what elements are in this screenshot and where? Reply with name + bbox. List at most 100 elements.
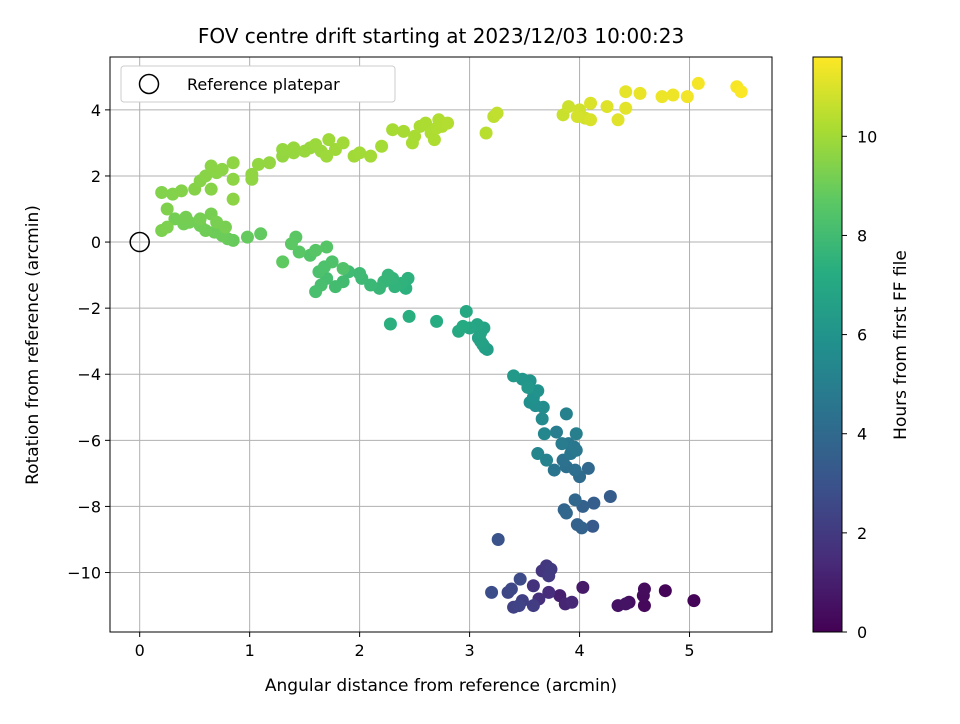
reference-marker-group: [129, 231, 150, 253]
legend-box: [120, 65, 396, 103]
data-point: [491, 532, 505, 546]
data-point: [485, 585, 499, 599]
data-point: [542, 585, 556, 599]
data-point: [245, 167, 259, 181]
data-point: [521, 380, 535, 394]
data-point: [309, 285, 323, 299]
data-point: [575, 521, 589, 535]
data-point: [559, 506, 573, 520]
data-point: [619, 101, 633, 115]
data-point: [555, 437, 569, 451]
data-point: [240, 230, 254, 244]
data-point: [619, 85, 633, 99]
data-point: [576, 580, 590, 594]
data-point: [586, 519, 600, 533]
grid-lines: [110, 57, 772, 632]
data-point: [215, 162, 229, 176]
y-tick-label: −4: [77, 365, 101, 384]
data-point: [402, 309, 416, 323]
data-point: [569, 427, 583, 441]
reference-platepar-marker: [129, 231, 150, 253]
colorbar-tick-label: 8: [857, 226, 867, 245]
data-point: [537, 427, 551, 441]
data-point: [386, 123, 400, 137]
data-point: [427, 133, 441, 147]
data-point: [687, 594, 701, 608]
data-point: [441, 116, 455, 130]
colorbar-tick-label: 6: [857, 326, 867, 345]
data-point: [419, 116, 433, 130]
y-tick-label: 0: [91, 233, 101, 252]
data-point: [284, 237, 298, 251]
data-point: [199, 169, 213, 183]
data-point: [562, 100, 576, 114]
data-point: [603, 490, 617, 504]
data-point: [531, 384, 545, 398]
x-tick-label: 3: [464, 641, 474, 660]
data-point: [276, 143, 290, 157]
data-points: [155, 76, 748, 614]
data-point: [459, 304, 473, 318]
data-point: [309, 243, 323, 257]
y-tick-label: 4: [91, 101, 101, 120]
data-point: [587, 496, 601, 510]
colorbar-tick-label: 0: [857, 623, 867, 642]
data-point: [160, 220, 174, 234]
data-point: [549, 425, 563, 439]
chart-title: FOV centre drift starting at 2023/12/03 …: [198, 24, 684, 48]
data-point: [320, 240, 334, 254]
data-point: [204, 182, 218, 196]
data-point: [383, 317, 397, 331]
data-point: [336, 261, 350, 275]
data-point: [568, 493, 582, 507]
data-point: [637, 582, 651, 596]
data-point: [276, 255, 290, 269]
data-point: [155, 185, 169, 199]
data-point: [633, 86, 647, 100]
data-point: [353, 266, 367, 280]
data-point: [619, 597, 633, 611]
data-point: [160, 202, 174, 216]
data-point: [325, 255, 339, 269]
x-tick-label: 0: [135, 641, 145, 660]
data-point: [526, 599, 540, 613]
data-point: [559, 407, 573, 421]
x-axis-ticks: 0 1 2 3 4 5: [135, 632, 695, 660]
data-point: [328, 280, 342, 294]
data-point: [507, 369, 521, 383]
colorbar-tick-label: 4: [857, 425, 867, 444]
y-axis-label: Rotation from reference (arcmin): [23, 205, 43, 485]
y-axis-ticks: −10 −8 −6 −4 −2 0 2 4: [67, 101, 110, 583]
data-point: [292, 245, 306, 259]
data-point: [544, 562, 558, 576]
data-point: [287, 141, 301, 155]
data-point: [479, 126, 493, 140]
data-point: [600, 100, 614, 114]
data-point: [535, 412, 549, 426]
data-point: [336, 136, 350, 150]
data-point: [504, 582, 518, 596]
data-point: [226, 192, 240, 206]
x-tick-label: 4: [574, 641, 584, 660]
colorbar-tick-label: 10: [857, 127, 877, 146]
data-point: [174, 184, 188, 198]
x-tick-label: 5: [684, 641, 694, 660]
y-tick-label: −8: [77, 497, 101, 516]
data-point: [262, 156, 276, 170]
data-point: [397, 124, 411, 138]
y-tick-label: −10: [67, 564, 101, 583]
data-point: [547, 463, 561, 477]
colorbar-gradient: [812, 56, 843, 633]
data-point: [490, 106, 504, 120]
data-point: [353, 146, 367, 160]
colorbar-tick-label: 2: [857, 524, 867, 543]
y-tick-label: 2: [91, 167, 101, 186]
data-point: [658, 584, 672, 598]
data-point: [322, 133, 336, 147]
data-point: [226, 172, 240, 186]
legend: Reference platepar: [120, 65, 396, 103]
data-point: [531, 447, 545, 461]
data-point: [512, 599, 526, 613]
data-point: [218, 220, 232, 234]
